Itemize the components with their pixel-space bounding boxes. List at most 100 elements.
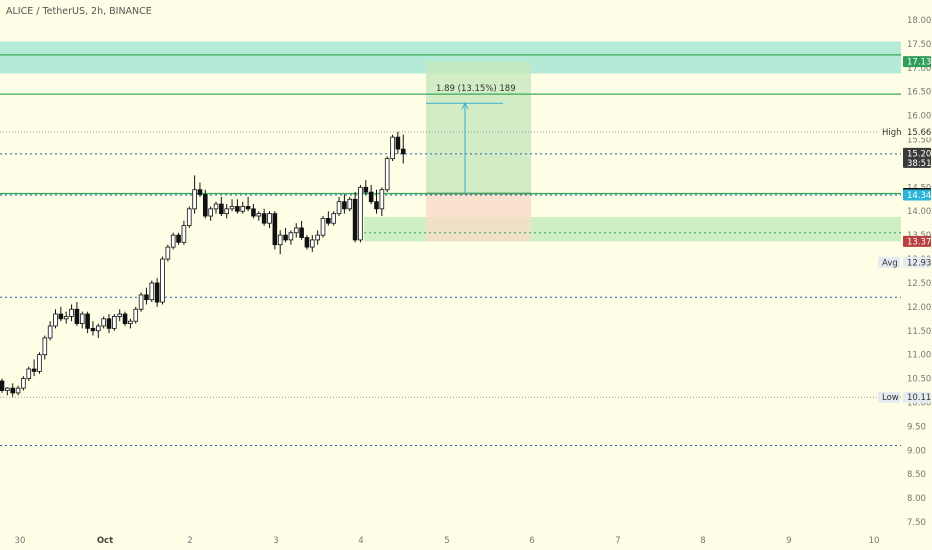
y-tick-label: 12.00: [907, 303, 931, 313]
candle: [352, 192, 358, 243]
candle: [144, 287, 149, 305]
candle: [208, 206, 213, 221]
candle: [197, 182, 203, 197]
candle: [47, 321, 53, 341]
candle-body: [251, 208, 256, 217]
price-label-target: [903, 56, 931, 68]
candle: [122, 311, 128, 326]
candle: [79, 311, 85, 329]
price-label-target-text: 17.13: [907, 58, 931, 68]
candle-body: [181, 225, 187, 243]
candle-body: [79, 313, 85, 324]
price-tag-avg: [878, 256, 900, 268]
price-label-last-text: 15.20: [907, 149, 931, 159]
candle-body: [186, 208, 192, 226]
y-tick-label: 16.50: [907, 88, 931, 98]
horizontal-lines-layer[interactable]: [0, 54, 901, 447]
candle-body: [149, 282, 155, 301]
candle-body: [170, 234, 176, 248]
candle-body: [213, 203, 219, 210]
y-tick-label: 11.50: [907, 327, 931, 337]
candles-layer: [0, 131, 406, 397]
y-tick-label: 18.00: [907, 16, 931, 26]
candle: [315, 230, 320, 245]
price-label-high-text: 15.66: [907, 128, 931, 138]
candle-body: [336, 201, 342, 215]
x-tick-label: 6: [529, 536, 534, 546]
candle-body: [74, 308, 80, 324]
x-tick-label: 10: [869, 536, 880, 546]
measure-layer[interactable]: 1.89 (13.15%) 189: [426, 84, 516, 194]
candle: [299, 220, 304, 240]
profit-zone: [426, 61, 531, 194]
candle: [347, 196, 353, 212]
price-tag-low-text: Low: [882, 393, 899, 403]
candle-body: [58, 313, 64, 320]
candle: [390, 134, 395, 162]
position-layer[interactable]: [426, 61, 531, 242]
candle: [133, 306, 139, 324]
candle: [224, 204, 230, 219]
candle: [272, 211, 278, 250]
candle-body: [42, 337, 48, 356]
candle: [235, 199, 240, 214]
candle: [320, 216, 326, 238]
candle: [368, 184, 374, 205]
candle-body: [106, 318, 112, 329]
candle-body: [277, 234, 283, 246]
x-tick-label: 30: [15, 536, 26, 546]
candle: [106, 314, 112, 334]
candle-body: [197, 189, 203, 195]
y-tick-label: 14.00: [907, 207, 931, 217]
candle-body: [5, 387, 10, 391]
x-tick-label: 7: [615, 536, 620, 546]
y-tick-label: 10.50: [907, 375, 931, 385]
candle-body: [283, 234, 288, 241]
candle: [342, 194, 347, 214]
candle: [42, 335, 48, 360]
y-tick-label: 17.00: [907, 64, 931, 74]
candle-body: [10, 387, 16, 394]
candle-body: [229, 206, 235, 210]
candle: [37, 352, 42, 374]
candle-body: [122, 313, 128, 324]
candle: [112, 314, 117, 331]
candle-body: [85, 313, 90, 329]
candle: [304, 235, 310, 250]
candle: [15, 385, 21, 396]
price-label-avg: [903, 256, 931, 268]
candle: [117, 309, 123, 322]
candle-body: [21, 378, 26, 389]
candle: [363, 180, 369, 195]
candle: [101, 316, 106, 329]
candle-body: [144, 294, 149, 301]
price-label-stop-text: 13.37: [907, 237, 931, 247]
candle: [326, 211, 331, 226]
price-label-high: [903, 126, 931, 138]
candle-body: [117, 313, 123, 317]
candle: [293, 223, 299, 238]
candle: [96, 323, 101, 338]
y-tick-label: 17.50: [907, 40, 931, 50]
time-axis[interactable]: 30 Oct 2 3 4 5 6 7 8 9 10: [15, 536, 880, 546]
x-tick-label: 4: [358, 536, 363, 546]
symbol-title: ALICE / TetherUS, 2h, BINANCE: [6, 6, 152, 17]
price-label-low-text: 10.11: [907, 393, 931, 403]
candle-body: [261, 213, 267, 224]
candle-body: [315, 234, 320, 241]
loss-zone: [426, 193, 531, 242]
candle-body: [304, 237, 310, 248]
candle-body: [112, 316, 117, 329]
y-tick-label: 11.00: [907, 351, 931, 361]
candle-body: [368, 191, 374, 203]
candle: [170, 232, 176, 250]
price-tag-high: [878, 126, 900, 138]
candle: [331, 211, 336, 226]
candle: [176, 232, 181, 245]
x-tick-label: 9: [786, 536, 791, 546]
candle-body: [165, 246, 171, 260]
y-tick-label: 8.00: [907, 494, 926, 504]
candle: [358, 184, 363, 243]
candle: [26, 366, 32, 381]
